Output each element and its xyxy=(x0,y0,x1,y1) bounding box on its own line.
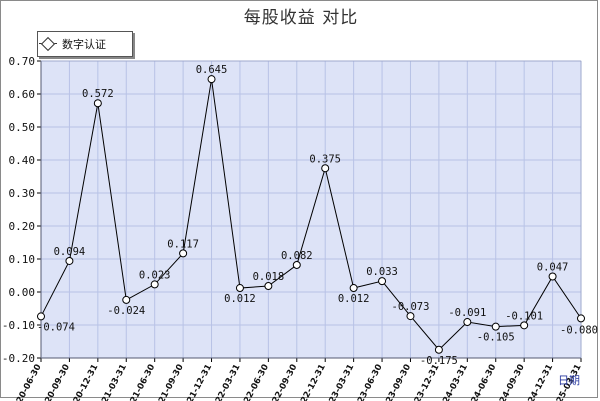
y-tick-label: 0.60 xyxy=(9,88,36,101)
y-tick-label: 0.40 xyxy=(9,154,36,167)
plot-border xyxy=(40,60,582,359)
y-tick-label: 0.10 xyxy=(9,253,36,266)
data-label: 0.023 xyxy=(139,269,171,281)
y-tick-label: 0.50 xyxy=(9,121,36,134)
data-label: 0.018 xyxy=(253,271,285,283)
y-tick-label: -0.20 xyxy=(2,352,35,365)
data-point xyxy=(235,284,244,293)
data-point xyxy=(65,256,74,265)
data-point xyxy=(577,314,585,323)
y-tick-label: 0.20 xyxy=(9,220,36,233)
chart-title: 每股收益 对比 xyxy=(243,8,359,28)
data-label: 0.572 xyxy=(82,88,114,100)
data-label: 0.375 xyxy=(309,153,341,165)
data-label: 0.033 xyxy=(366,266,398,278)
data-point xyxy=(406,312,415,321)
data-point xyxy=(93,99,102,108)
data-label: 0.645 xyxy=(196,64,228,76)
data-point xyxy=(37,312,45,321)
data-label: 0.117 xyxy=(167,238,199,250)
data-label: 0.012 xyxy=(338,293,370,305)
data-point xyxy=(491,322,500,331)
data-label: -0.080 xyxy=(560,324,598,336)
data-point xyxy=(264,282,273,291)
data-label: -0.074 xyxy=(37,321,75,333)
data-point xyxy=(179,249,188,258)
data-point xyxy=(150,280,159,289)
data-label: -0.105 xyxy=(477,332,515,344)
legend: 数字认证 xyxy=(37,31,133,57)
data-point xyxy=(292,260,301,269)
data-label: -0.175 xyxy=(420,355,458,367)
series-line xyxy=(40,79,582,351)
data-point xyxy=(548,272,557,281)
y-tick-label: 0.00 xyxy=(9,286,36,299)
y-tick-label: 0.30 xyxy=(9,187,36,200)
data-point xyxy=(378,277,387,286)
legend-diamond-icon xyxy=(40,36,56,52)
data-label: -0.024 xyxy=(107,305,145,317)
data-point xyxy=(122,295,131,304)
x-axis-unit-label: 日期 xyxy=(558,374,580,387)
data-point xyxy=(520,321,529,330)
data-point xyxy=(321,164,330,173)
data-point xyxy=(434,345,443,354)
x-tick-label: 2020-06-30 xyxy=(9,363,43,401)
y-tick-label: -0.10 xyxy=(2,319,35,332)
data-label: 0.082 xyxy=(281,250,313,262)
data-label: -0.091 xyxy=(448,307,486,319)
data-label: -0.101 xyxy=(505,310,543,322)
data-label: 0.012 xyxy=(224,293,256,305)
data-label: 0.047 xyxy=(537,261,569,273)
y-tick-label: 0.70 xyxy=(9,55,36,68)
plot-area xyxy=(41,61,581,358)
data-point xyxy=(463,318,472,327)
legend-label: 数字认证 xyxy=(62,38,106,51)
data-label: -0.073 xyxy=(392,301,430,313)
data-point xyxy=(207,75,216,84)
data-label: 0.094 xyxy=(54,246,86,258)
data-point xyxy=(349,284,358,293)
